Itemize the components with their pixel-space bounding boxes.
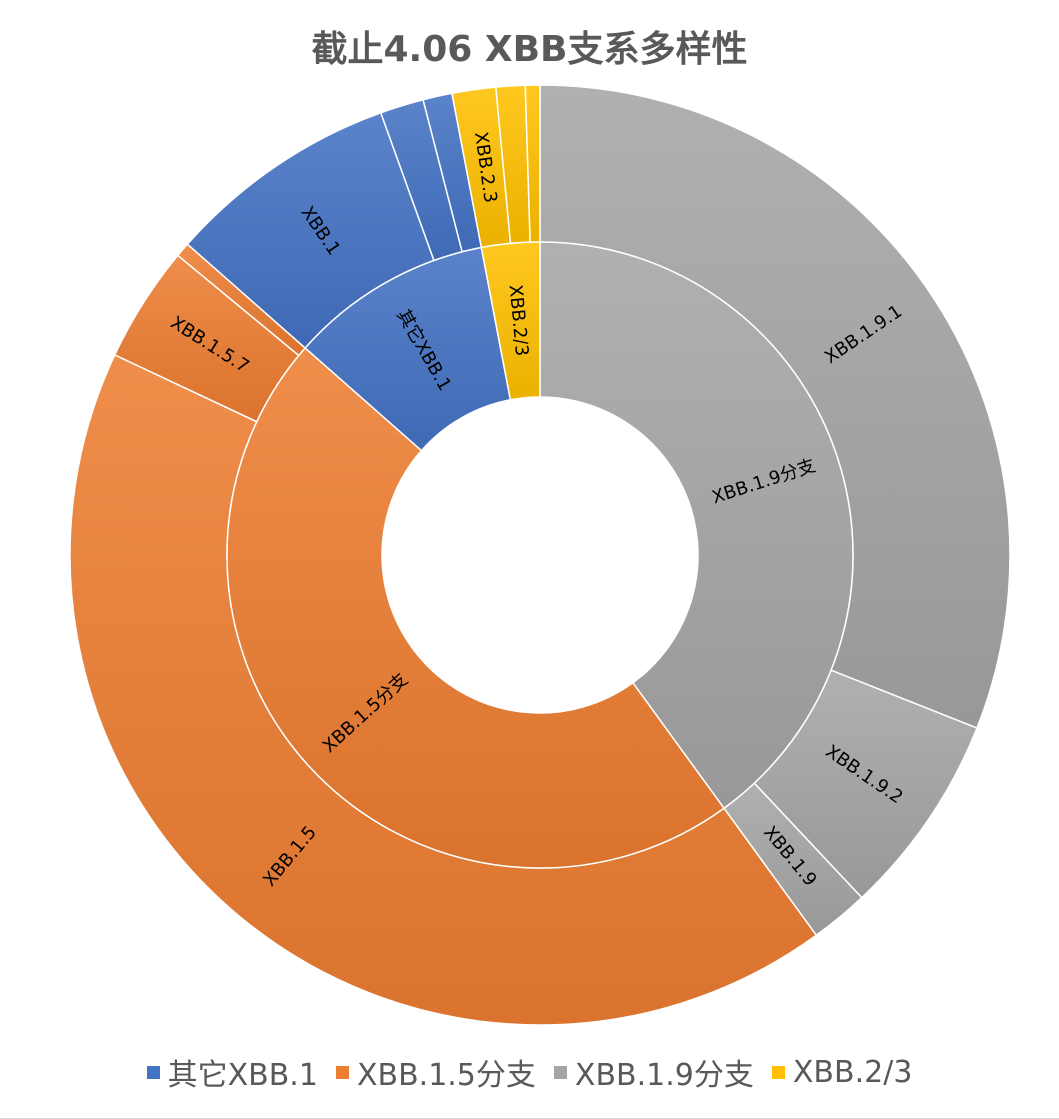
inner-ring [226,241,854,869]
legend-item-other-xbb1: 其它XBB.1 [146,1050,318,1094]
inner-segment-xbb-1-5 [226,346,726,869]
legend-label: XBB.2/3 [792,1054,913,1090]
legend-swatch [146,1065,160,1079]
inner-segment-xbb-1 [304,246,512,452]
legend-label: XBB.1.5分支 [356,1058,536,1093]
inner-segment-xbb-2-3 [480,241,541,401]
legend-swatch [553,1065,567,1079]
outer-ring [69,84,1011,1026]
chart-title: 截止4.06 XBB支系多样性 [311,29,748,70]
legend-swatch [771,1065,785,1079]
legend-item-xbb19: XBB.1.9分支 [553,1050,754,1094]
legend-label: XBB.1.9分支 [574,1058,754,1093]
legend-label: 其它XBB.1 [167,1058,318,1093]
inner-segment-xbb-1-9 [539,241,854,810]
legend-item-xbb15: XBB.1.5分支 [335,1050,536,1094]
legend-item-xbb23: XBB.2/3 [771,1054,913,1090]
legend-swatch [335,1065,349,1079]
legend: 其它XBB.1 XBB.1.5分支 XBB.1.9分支 XBB.2/3 [0,1050,1059,1094]
